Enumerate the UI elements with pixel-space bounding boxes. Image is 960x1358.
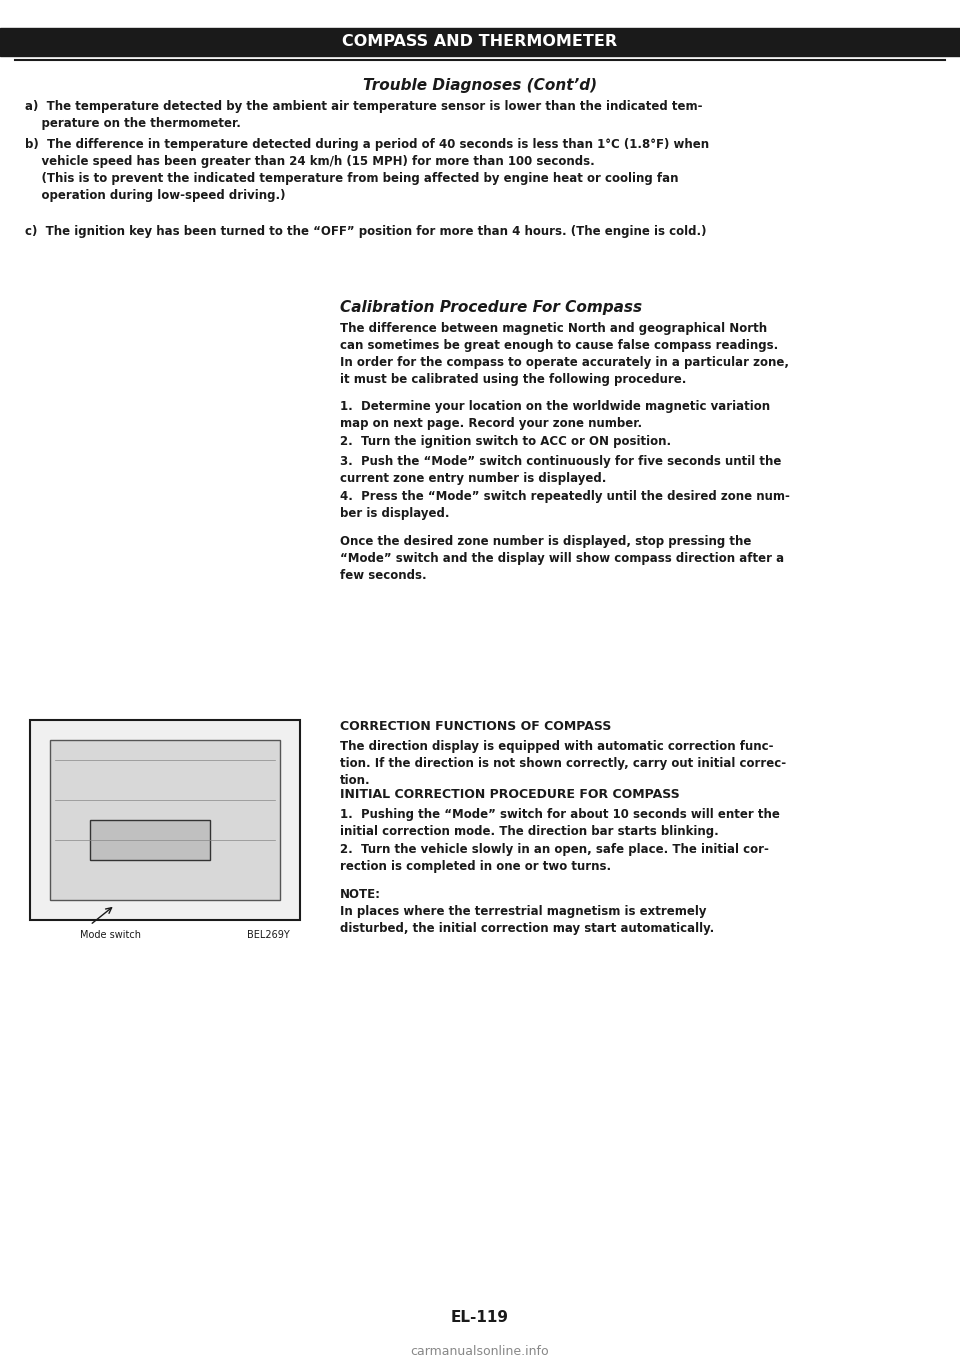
Text: 3.  Push the “Mode” switch continuously for five seconds until the
current zone : 3. Push the “Mode” switch continuously f… <box>340 455 781 485</box>
Bar <box>50 740 280 900</box>
Text: c)  The ignition key has been turned to the “OFF” position for more than 4 hours: c) The ignition key has been turned to t… <box>25 225 707 238</box>
Text: CORRECTION FUNCTIONS OF COMPASS: CORRECTION FUNCTIONS OF COMPASS <box>340 720 612 733</box>
Bar <box>30 720 300 919</box>
Text: 4.  Press the “Mode” switch repeatedly until the desired zone num-
ber is displa: 4. Press the “Mode” switch repeatedly un… <box>340 490 790 520</box>
Text: The direction display is equipped with automatic correction func-
tion. If the d: The direction display is equipped with a… <box>340 740 786 788</box>
Text: NOTE:
In places where the terrestrial magnetism is extremely
disturbed, the init: NOTE: In places where the terrestrial ma… <box>340 888 714 936</box>
Text: 2.  Turn the vehicle slowly in an open, safe place. The initial cor-
rection is : 2. Turn the vehicle slowly in an open, s… <box>340 843 769 873</box>
Text: Once the desired zone number is displayed, stop pressing the
“Mode” switch and t: Once the desired zone number is displaye… <box>340 535 784 583</box>
Bar <box>0 29 960 56</box>
Text: EL-119: EL-119 <box>451 1310 509 1325</box>
Text: The difference between magnetic North and geographical North
can sometimes be gr: The difference between magnetic North an… <box>340 322 789 386</box>
Text: Trouble Diagnoses (Cont’d): Trouble Diagnoses (Cont’d) <box>363 77 597 92</box>
Text: a)  The temperature detected by the ambient air temperature sensor is lower than: a) The temperature detected by the ambie… <box>25 100 703 130</box>
Text: COMPASS AND THERMOMETER: COMPASS AND THERMOMETER <box>343 34 617 49</box>
Text: 1.  Determine your location on the worldwide magnetic variation
map on next page: 1. Determine your location on the worldw… <box>340 401 770 430</box>
Text: Mode switch: Mode switch <box>80 930 141 940</box>
Text: carmanualsonline.info: carmanualsonline.info <box>411 1344 549 1358</box>
Text: 1.  Pushing the “Mode” switch for about 10 seconds will enter the
initial correc: 1. Pushing the “Mode” switch for about 1… <box>340 808 780 838</box>
Text: BEL269Y: BEL269Y <box>248 930 290 940</box>
Text: b)  The difference in temperature detected during a period of 40 seconds is less: b) The difference in temperature detecte… <box>25 139 709 202</box>
Text: Calibration Procedure For Compass: Calibration Procedure For Compass <box>340 300 642 315</box>
Bar <box>90 820 210 860</box>
Text: 2.  Turn the ignition switch to ACC or ON position.: 2. Turn the ignition switch to ACC or ON… <box>340 435 671 448</box>
Text: INITIAL CORRECTION PROCEDURE FOR COMPASS: INITIAL CORRECTION PROCEDURE FOR COMPASS <box>340 788 680 801</box>
